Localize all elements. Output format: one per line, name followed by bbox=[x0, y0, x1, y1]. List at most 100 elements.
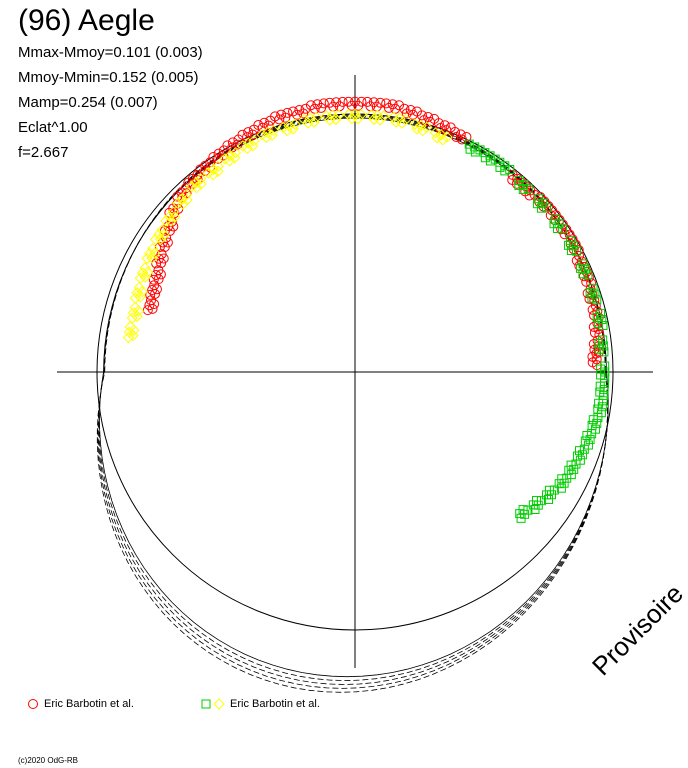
data-point-square bbox=[579, 444, 589, 454]
data-point-square bbox=[551, 214, 561, 224]
data-point-circle bbox=[520, 186, 531, 197]
data-point-square bbox=[563, 240, 573, 250]
data-point-diamond bbox=[237, 140, 249, 152]
data-point-circle bbox=[259, 117, 270, 128]
data-point-square bbox=[495, 162, 505, 172]
data-point-square bbox=[598, 396, 608, 406]
data-point-circle bbox=[316, 102, 327, 113]
data-point-square bbox=[549, 219, 559, 229]
data-point-square bbox=[533, 194, 543, 204]
data-point-square bbox=[485, 156, 495, 166]
data-point-diamond bbox=[224, 150, 236, 162]
square-diamond-marker-icon bbox=[201, 698, 225, 710]
data-point-circle bbox=[243, 127, 254, 138]
data-point-circle bbox=[213, 153, 224, 164]
data-point-square bbox=[514, 181, 524, 191]
data-point-square bbox=[571, 246, 581, 256]
legend-label-2: Eric Barbotin et al. bbox=[230, 698, 320, 710]
data-point-circle bbox=[253, 120, 264, 131]
data-point-circle bbox=[294, 105, 305, 116]
data-point-diamond bbox=[122, 331, 135, 344]
data-point-square bbox=[588, 415, 598, 425]
data-point-circle bbox=[154, 242, 165, 253]
data-point-diamond bbox=[281, 124, 293, 137]
copyright-note: (c)2020 OdG-RB bbox=[18, 756, 79, 765]
data-point-square bbox=[490, 154, 500, 164]
data-point-circle bbox=[399, 103, 410, 114]
data-point-square bbox=[536, 496, 546, 506]
data-point-diamond bbox=[156, 224, 168, 236]
data-point-circle bbox=[242, 132, 253, 143]
data-point-diamond bbox=[368, 113, 380, 126]
data-point-square bbox=[532, 199, 542, 209]
data-point-diamond bbox=[153, 228, 165, 241]
data-point-diamond bbox=[302, 117, 314, 129]
data-point-square bbox=[581, 264, 591, 274]
model-curve bbox=[99, 117, 609, 678]
data-point-circle bbox=[433, 118, 444, 129]
data-point-diamond bbox=[277, 121, 289, 134]
data-point-circle bbox=[416, 110, 427, 121]
data-point-circle bbox=[288, 106, 299, 117]
data-point-diamond bbox=[129, 301, 141, 314]
data-point-circle bbox=[153, 274, 164, 285]
data-point-square bbox=[518, 505, 528, 515]
data-point-diamond bbox=[298, 113, 310, 126]
data-point-circle bbox=[148, 274, 159, 285]
data-point-square bbox=[593, 413, 603, 423]
data-point-diamond bbox=[229, 152, 241, 164]
data-point-diamond bbox=[260, 131, 273, 144]
data-point-diamond bbox=[190, 182, 203, 194]
data-point-diamond bbox=[129, 292, 142, 304]
data-point-diamond bbox=[409, 118, 421, 130]
chart-title: (96) Aegle bbox=[18, 4, 155, 37]
data-point-diamond bbox=[374, 114, 386, 126]
data-point-diamond bbox=[242, 137, 255, 150]
data-point-circle bbox=[270, 111, 281, 122]
data-point-circle bbox=[401, 108, 412, 119]
data-point-diamond bbox=[324, 114, 336, 126]
data-point-square bbox=[566, 460, 576, 470]
data-point-square bbox=[470, 147, 480, 157]
data-point-diamond bbox=[149, 233, 162, 246]
data-point-diamond bbox=[131, 310, 143, 323]
data-point-diamond bbox=[247, 140, 259, 152]
model-curve bbox=[97, 114, 609, 689]
data-point-circle bbox=[309, 103, 320, 114]
data-point-diamond bbox=[172, 197, 184, 209]
data-point-square bbox=[554, 479, 564, 489]
data-point-square bbox=[475, 145, 485, 155]
data-point-square bbox=[598, 335, 608, 345]
plot-axes bbox=[57, 75, 653, 668]
data-point-square bbox=[571, 459, 581, 469]
data-point-circle bbox=[324, 97, 335, 108]
data-point-diamond bbox=[283, 120, 295, 132]
stat-f: f=2.667 bbox=[18, 144, 69, 161]
data-point-diamond bbox=[241, 142, 254, 155]
data-point-circle bbox=[155, 269, 166, 280]
data-point-diamond bbox=[136, 267, 149, 279]
data-point-diamond bbox=[267, 124, 280, 137]
data-point-diamond bbox=[163, 210, 176, 223]
data-point-square bbox=[542, 490, 552, 500]
data-point-circle bbox=[213, 148, 224, 159]
data-point-diamond bbox=[207, 168, 219, 181]
data-point-square bbox=[569, 241, 579, 251]
circle-marker-icon bbox=[28, 699, 38, 709]
data-point-diamond bbox=[177, 198, 189, 210]
data-point-circle bbox=[343, 96, 354, 107]
data-point-diamond bbox=[195, 173, 207, 185]
data-point-square bbox=[549, 485, 559, 495]
data-point-diamond bbox=[223, 155, 236, 167]
data-point-square bbox=[465, 144, 475, 154]
data-point-diamond bbox=[229, 147, 242, 159]
legend-item-2: Eric Barbotin et al. bbox=[200, 697, 320, 711]
data-point-circle bbox=[237, 129, 248, 140]
data-point-square bbox=[470, 142, 480, 152]
data-point-diamond bbox=[346, 112, 358, 125]
data-point-circle bbox=[387, 99, 398, 110]
data-point-diamond bbox=[365, 109, 377, 121]
stat-mamp: Mamp=0.254 (0.007) bbox=[18, 94, 158, 111]
data-point-circle bbox=[222, 140, 233, 151]
data-point-square bbox=[595, 309, 605, 319]
